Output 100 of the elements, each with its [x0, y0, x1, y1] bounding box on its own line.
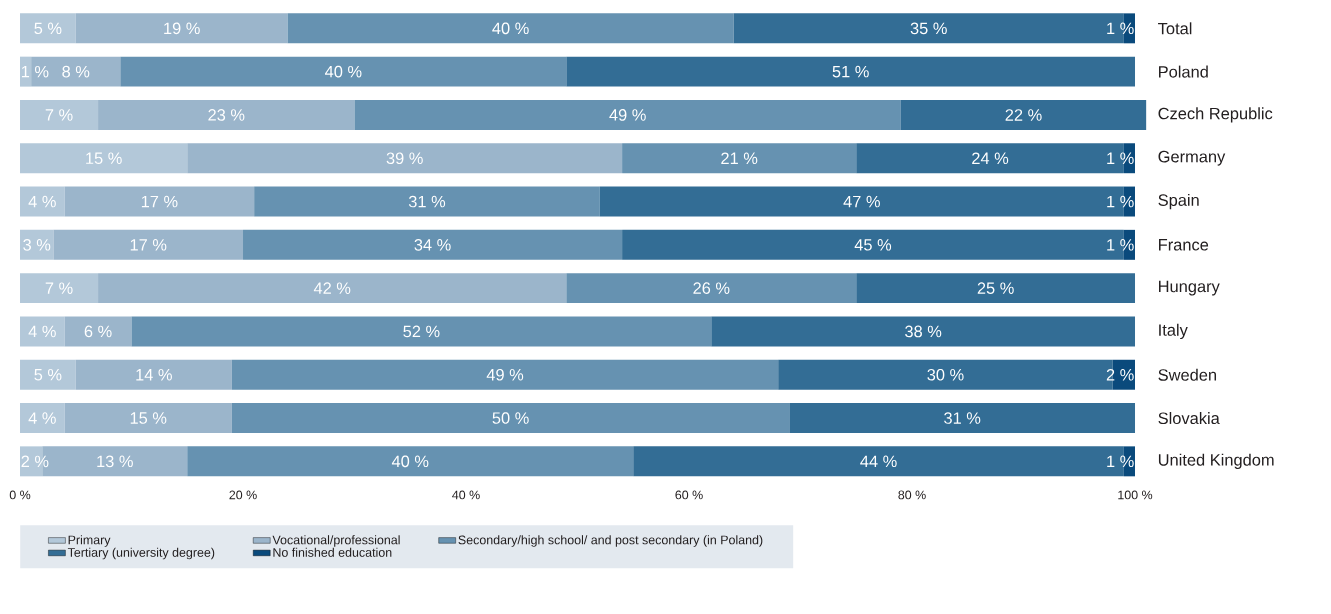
bar [20, 56, 32, 87]
data-label: 15 % [130, 412, 167, 424]
x-tick-label: 40 % [452, 490, 480, 500]
data-label: 31 % [408, 195, 446, 208]
data-label: 49 % [486, 368, 524, 381]
bar [20, 359, 76, 390]
y-tick-label: Hungary [1159, 280, 1220, 296]
y-tick-label: Germany [1158, 150, 1226, 166]
bar [900, 99, 1147, 130]
data-label: 7 % [45, 109, 73, 121]
data-label: 26 % [693, 282, 730, 294]
bar [622, 143, 857, 174]
bar [53, 229, 244, 260]
bar [64, 186, 255, 217]
y-tick-label: Poland [1159, 65, 1208, 78]
bar [20, 403, 65, 434]
data-label: 1 % [1107, 152, 1134, 164]
data-label: 8 % [62, 65, 90, 78]
x-tick-label: 0 % [9, 490, 31, 500]
bar [778, 359, 1113, 390]
x-tick-label: 80 % [898, 490, 926, 500]
x-tick-label: 100 % [1118, 490, 1153, 500]
legend-label: Primary [68, 535, 111, 547]
bar [31, 56, 121, 87]
data-label: 6 % [84, 325, 112, 338]
bar [231, 359, 779, 390]
bar [98, 273, 567, 304]
data-label: 25 % [977, 282, 1014, 294]
bar [20, 13, 76, 44]
data-label: 4 % [28, 325, 56, 338]
data-label: 22 % [1005, 109, 1042, 121]
bar [64, 403, 232, 434]
data-label: 19 % [164, 22, 200, 35]
data-label: 51 % [832, 65, 869, 78]
data-label: 1 % [1107, 22, 1134, 35]
bar [120, 56, 567, 87]
data-label: 50 % [492, 412, 529, 424]
y-tick-label: United Kingdom [1158, 453, 1274, 469]
bar [64, 316, 132, 347]
y-tick-label: Spain [1158, 193, 1199, 210]
data-label: 7 % [45, 282, 73, 294]
data-label: 42 % [313, 282, 351, 294]
data-label: 17 % [141, 195, 178, 208]
bar [98, 99, 355, 130]
bar [856, 273, 1136, 304]
data-label: 21 % [721, 152, 758, 165]
bar [287, 13, 734, 44]
bar [187, 143, 623, 174]
bar [75, 359, 232, 390]
data-label: 13 % [97, 455, 133, 468]
bar [566, 273, 857, 304]
data-label: 5 % [34, 22, 62, 35]
y-tick-label: Slovakia [1158, 412, 1220, 425]
bar [789, 403, 1136, 434]
data-label: 1 % [1107, 195, 1134, 208]
legend-label: No finished education [273, 547, 392, 557]
data-label: 49 % [609, 109, 646, 121]
bar [243, 229, 623, 260]
y-tick-label: Sweden [1158, 368, 1217, 381]
legend-label: Tertiary (university degree) [67, 547, 215, 560]
bar [566, 56, 1136, 87]
y-tick-label: France [1159, 239, 1209, 251]
data-label: 45 % [854, 239, 892, 251]
data-label: 14 % [136, 368, 172, 381]
bar [20, 273, 99, 304]
data-label: 1 % [1107, 239, 1134, 251]
bar [187, 446, 634, 477]
data-label: 52 % [403, 325, 440, 338]
data-label: 44 % [860, 455, 897, 468]
bar [231, 403, 790, 434]
y-tick-label: Czech Republic [1158, 107, 1273, 123]
data-label: 31 % [944, 412, 981, 424]
data-label: 4 % [28, 412, 56, 424]
bar [20, 99, 99, 130]
data-label: 4 % [28, 195, 56, 208]
bar [20, 316, 65, 347]
data-label: 40 % [325, 65, 362, 78]
x-tick-label: 20 % [229, 490, 257, 500]
data-label: 1 % [1107, 455, 1134, 468]
data-label: 34 % [414, 239, 451, 251]
bar [254, 186, 600, 217]
bar [75, 13, 288, 44]
data-label: 3 % [23, 239, 51, 251]
bar [354, 99, 901, 130]
bar [20, 186, 65, 217]
data-label: 2 % [21, 455, 49, 468]
bar [711, 316, 1136, 347]
x-tick-label: 60 % [675, 490, 703, 500]
legend-label: Secondary/high school/ and post secondary (in Poland) [458, 535, 763, 547]
data-label: 47 % [843, 195, 880, 208]
data-label: 17 % [130, 239, 167, 251]
data-label: 40 % [492, 22, 529, 35]
y-tick-label: Total [1158, 22, 1192, 35]
legend-label: Vocational/professional [272, 535, 400, 547]
data-label: 24 % [972, 152, 1009, 165]
data-label: 39 % [386, 152, 423, 165]
data-label: 2 % [1106, 368, 1134, 381]
bar [20, 229, 54, 260]
data-label: 40 % [391, 455, 429, 468]
bar [20, 143, 188, 174]
